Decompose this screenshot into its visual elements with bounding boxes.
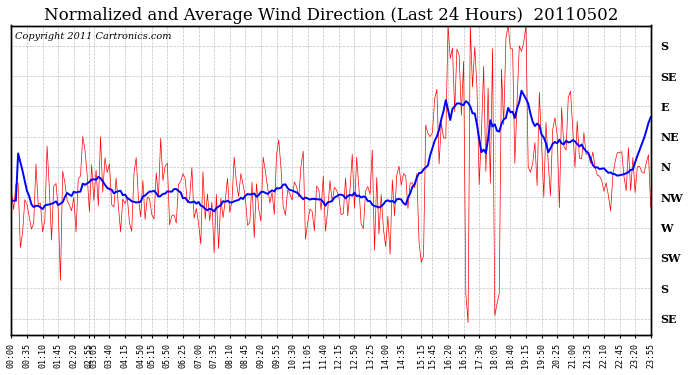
Title: Normalized and Average Wind Direction (Last 24 Hours)  20110502: Normalized and Average Wind Direction (L… [44, 7, 618, 24]
Text: Copyright 2011 Cartronics.com: Copyright 2011 Cartronics.com [14, 32, 171, 41]
